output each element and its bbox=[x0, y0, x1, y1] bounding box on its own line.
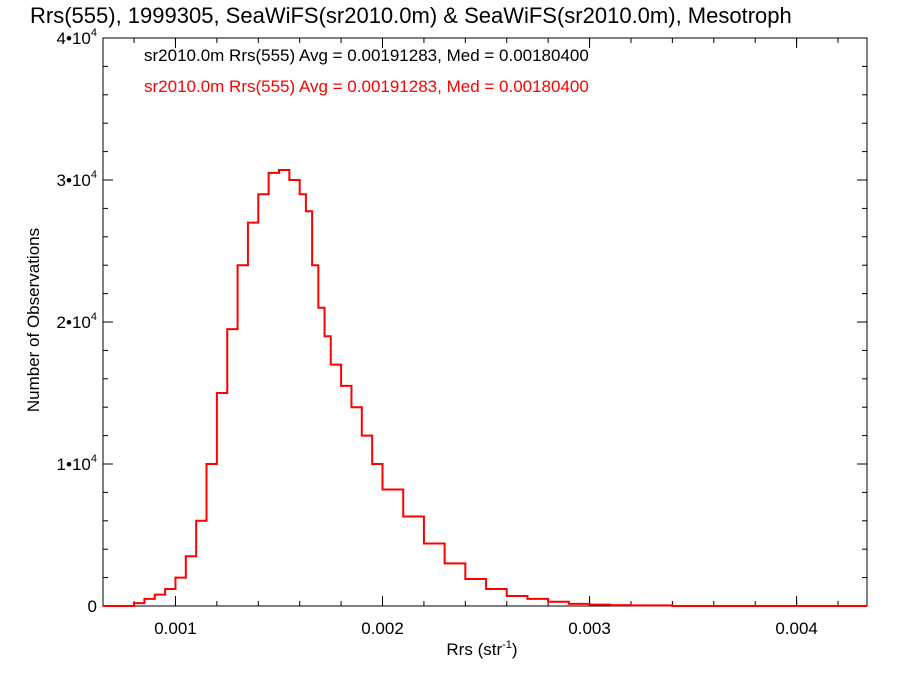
series-point bbox=[236, 264, 239, 267]
plot-border bbox=[102, 37, 868, 607]
x-axis-ticks: 0.001 0.002 0.003 0.004 bbox=[133, 38, 839, 638]
series-point bbox=[671, 605, 674, 607]
series-point bbox=[630, 604, 632, 607]
series-point bbox=[311, 264, 313, 267]
series-point bbox=[153, 593, 156, 596]
series-point bbox=[381, 488, 384, 491]
series-point bbox=[866, 605, 868, 607]
y-tick-label: 2•104 bbox=[57, 311, 97, 332]
y-tick-label: 0 bbox=[88, 597, 97, 616]
series-point bbox=[216, 392, 218, 394]
y-tick-label-mantissa: 1•10 bbox=[57, 455, 91, 474]
series-point bbox=[588, 603, 591, 606]
series-point bbox=[609, 604, 612, 606]
series-point bbox=[164, 588, 166, 590]
stats-annotation-black: sr2010.0m Rrs(555) Avg = 0.00191283, Med… bbox=[144, 46, 589, 65]
x-axis-label: Rrs (str-1) bbox=[446, 639, 517, 659]
series-point bbox=[340, 385, 342, 387]
x-axis-label-text: Rrs (str bbox=[446, 640, 502, 659]
series-point bbox=[278, 169, 280, 171]
series-point bbox=[288, 179, 291, 181]
y-tick-label-mantissa: 0 bbox=[88, 597, 97, 616]
series-point bbox=[323, 335, 326, 338]
plot-frame bbox=[102, 37, 868, 607]
series-point bbox=[485, 588, 487, 590]
series-point bbox=[317, 307, 320, 309]
chart-title: Rrs(555), 1999305, SeaWiFS(sr2010.0m) & … bbox=[30, 3, 792, 28]
y-tick-label-exponent: 4 bbox=[91, 27, 97, 39]
series-point bbox=[754, 605, 756, 607]
series-point bbox=[443, 562, 446, 565]
series-point bbox=[205, 463, 208, 465]
series-point bbox=[305, 210, 307, 213]
series-point bbox=[361, 434, 363, 437]
series-point bbox=[298, 193, 301, 195]
y-axis-label: Number of Observations bbox=[24, 228, 43, 412]
series-point bbox=[423, 542, 425, 545]
y-tick-label-exponent: 4 bbox=[91, 169, 97, 181]
series-point bbox=[547, 600, 549, 603]
y-tick-label-mantissa: 3•10 bbox=[57, 171, 91, 190]
x-tick-label: 0.004 bbox=[775, 619, 818, 638]
x-tick-label: 0.002 bbox=[361, 619, 404, 638]
y-tick-label-exponent: 4 bbox=[91, 453, 97, 465]
series-layer bbox=[102, 169, 868, 607]
series-point bbox=[568, 603, 570, 605]
x-tick-label: 0.003 bbox=[568, 619, 611, 638]
series-line-0 bbox=[103, 169, 867, 607]
series-point bbox=[143, 598, 146, 600]
series-point bbox=[195, 520, 197, 522]
series-point bbox=[371, 463, 373, 465]
series-point bbox=[795, 605, 798, 607]
y-tick-label: 3•104 bbox=[57, 169, 97, 190]
series-point bbox=[464, 578, 467, 580]
series-point bbox=[102, 605, 104, 607]
y-tick-label-mantissa: 2•10 bbox=[57, 313, 91, 332]
series-point bbox=[402, 515, 405, 518]
series-point bbox=[226, 328, 229, 330]
series-point bbox=[247, 221, 249, 224]
series-point bbox=[350, 406, 353, 409]
y-tick-label: 4•104 bbox=[57, 27, 97, 48]
series-point bbox=[257, 193, 260, 195]
series-point bbox=[185, 555, 187, 558]
series-point bbox=[329, 363, 332, 366]
series-point bbox=[526, 598, 529, 600]
x-tick-label: 0.001 bbox=[154, 619, 197, 638]
series-point bbox=[837, 605, 839, 607]
y-tick-label-mantissa: 4•10 bbox=[57, 29, 91, 48]
series-point bbox=[174, 576, 177, 579]
series-point bbox=[133, 602, 135, 604]
x-axis-label-close: ) bbox=[512, 640, 518, 659]
series-point bbox=[712, 605, 715, 607]
y-tick-label-exponent: 4 bbox=[91, 311, 97, 323]
series-point bbox=[505, 595, 508, 597]
y-tick-label: 1•104 bbox=[57, 453, 97, 474]
series-point bbox=[267, 172, 270, 174]
x-axis-label-superscript: -1 bbox=[502, 639, 512, 651]
stats-annotation-red: sr2010.0m Rrs(555) Avg = 0.00191283, Med… bbox=[144, 77, 589, 96]
